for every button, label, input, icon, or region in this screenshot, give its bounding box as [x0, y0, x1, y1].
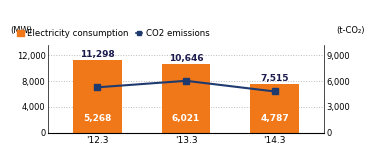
- Legend: Electricity consumption, CO2 emissions: Electricity consumption, CO2 emissions: [17, 29, 210, 38]
- Text: 4,787: 4,787: [260, 114, 289, 123]
- Text: 7,515: 7,515: [260, 74, 289, 83]
- Text: 5,268: 5,268: [83, 114, 111, 123]
- Text: 10,646: 10,646: [169, 54, 203, 63]
- Bar: [250, 84, 299, 133]
- Bar: [73, 60, 122, 133]
- Bar: [161, 64, 211, 133]
- Text: (MW): (MW): [10, 26, 32, 35]
- Text: 11,298: 11,298: [80, 50, 115, 59]
- Text: (t-CO₂): (t-CO₂): [336, 26, 365, 35]
- Text: 6,021: 6,021: [172, 114, 200, 123]
